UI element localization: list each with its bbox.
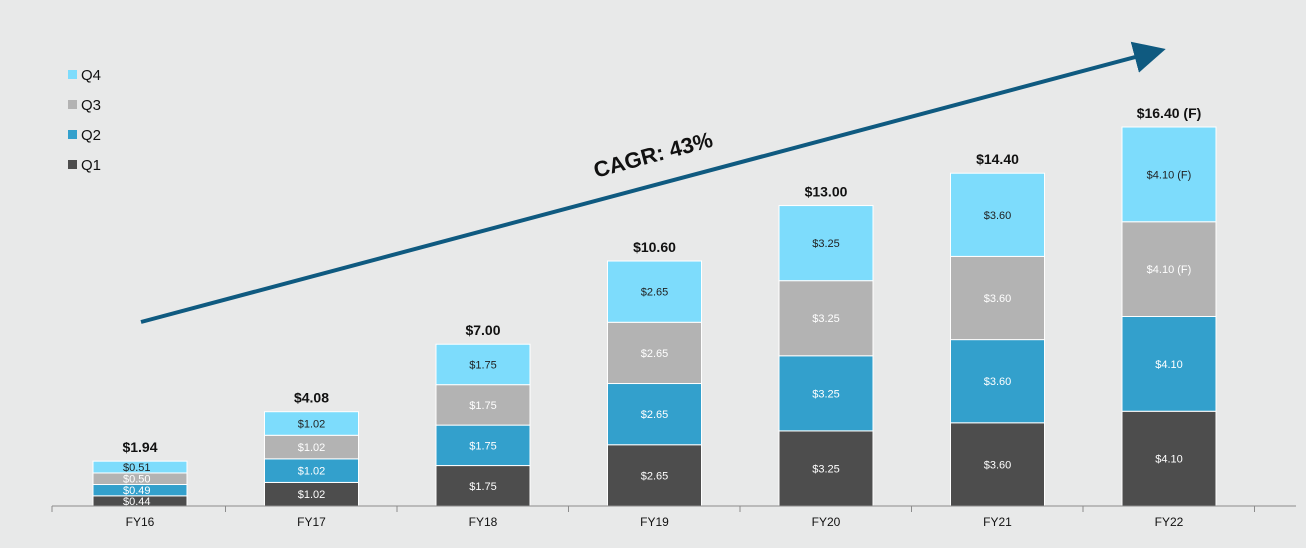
data-label-fy21-q2: $3.60 [984,376,1012,388]
legend: Q4 Q3 Q2 Q1 [68,67,101,174]
legend-swatch-q3 [68,100,77,109]
bar-fy22-q3 [1121,221,1217,317]
data-label-fy17-q4: $1.02 [298,418,326,430]
data-label-fy17-q2: $1.02 [298,466,326,478]
tick-label-fy16: FY16 [126,515,155,529]
legend-item-q3: Q3 [68,97,101,114]
bar-fy21-q4 [950,172,1045,257]
total-label-fy19: $10.60 [633,239,676,255]
bar-fy20-q2 [778,355,874,432]
data-label-fy21-q3: $3.60 [984,293,1012,305]
data-label-fy22-q4: $4.10 (F) [1147,169,1192,181]
data-label-fy18-q3: $1.75 [469,400,497,412]
total-label-fy21: $14.40 [976,151,1019,167]
bar-fy19-q1 [607,444,702,507]
total-label-fy22: $16.40 (F) [1137,105,1202,121]
data-label-fy22-q3: $4.10 (F) [1147,264,1192,276]
data-label-fy21-q1: $3.60 [984,459,1012,471]
bar-fy22-q4 [1121,126,1217,223]
legend-item-q2: Q2 [68,127,101,144]
legend-label-q4: Q4 [81,67,101,84]
data-label-fy19-q1: $2.65 [641,470,669,482]
data-label-fy17-q3: $1.02 [298,442,326,454]
bar-stack-fy22: $4.10 $4.10 $4.10 (F) $4.10 (F) $16.40 (F) [1121,105,1217,507]
tick-label-fy17: FY17 [297,515,326,529]
legend-item-q1: Q1 [68,157,101,174]
total-label-fy16: $1.94 [122,439,157,455]
tick-label-fy21: FY21 [983,515,1012,529]
data-label-fy18-q2: $1.75 [469,440,497,452]
bar-stack-fy21: $3.60 $3.60 $3.60 $3.60 $14.40 [950,151,1045,507]
cagr-arrow [140,41,1166,324]
bar-fy19-q2 [607,383,702,446]
bar-fy16-q4 [92,460,188,474]
data-label-fy22-q2: $4.10 [1155,359,1183,371]
data-label-fy19-q3: $2.65 [641,348,669,360]
tick-label-fy20: FY20 [812,515,841,529]
bars: $0.44$0.49$0.50$0.51$1.94$1.02$1.02$1.02… [92,105,1217,508]
legend-label-q1: Q1 [81,157,101,174]
legend-label-q2: Q2 [81,127,101,144]
bar-stack-fy19: $2.65 $2.65 $2.65 $2.65 $10.60 [607,239,702,507]
data-label-fy18-q4: $1.75 [469,359,497,371]
bar-fy17-q4 [264,411,359,436]
bar-stack-fy18: $1.75 $1.75 $1.75 $1.75 $7.00 [435,322,531,507]
bar-fy21-q3 [950,255,1045,341]
bar-fy20-q1 [778,430,874,507]
total-label-fy18: $7.00 [465,322,500,338]
data-label-fy20-q4: $3.25 [812,238,840,250]
bar-fy21-q1 [950,422,1045,507]
tick-label-fy22: FY22 [1155,515,1184,529]
data-label-fy16-q2: $0.49 [123,485,151,497]
tick-label-fy18: FY18 [469,515,498,529]
bar-stack-fy20: $3.25 $3.25 $3.25 $3.25 $13.00 [778,184,874,507]
data-label-fy19-q4: $2.65 [641,287,669,299]
data-label-fy19-q2: $2.65 [641,409,669,421]
legend-item-q4: Q4 [68,67,101,84]
data-label-fy20-q2: $3.25 [812,388,840,400]
bar-fy20-q3 [778,280,874,357]
data-label-fy16-q1: $0.44 [123,496,151,508]
bar-fy21-q2 [950,339,1045,424]
data-label-fy16-q3: $0.50 [123,474,151,486]
data-label-fy18-q1: $1.75 [469,481,497,493]
bar-fy18-q1 [435,465,531,507]
legend-swatch-q4 [68,70,77,79]
legend-label-q3: Q3 [81,97,101,114]
total-label-fy20: $13.00 [805,184,848,200]
data-label-fy20-q1: $3.25 [812,463,840,475]
data-label-fy17-q1: $1.02 [298,489,326,501]
data-label-fy16-q4: $0.51 [123,462,151,474]
bar-stack-fy16: $0.44$0.49$0.50$0.51 $1.94 [92,439,188,508]
total-label-fy17: $4.08 [294,390,329,406]
data-label-fy21-q4: $3.60 [984,210,1012,222]
legend-swatch-q2 [68,130,77,139]
legend-swatch-q1 [68,160,77,169]
bar-fy18-q3 [435,384,531,426]
data-label-fy22-q1: $4.10 [1155,454,1183,466]
bar-fy19-q4 [607,260,702,323]
tick-label-fy19: FY19 [640,515,669,529]
bar-fy20-q4 [778,205,874,282]
bar-fy18-q4 [435,343,531,386]
x-axis: FY16 FY17 FY18 FY19 FY20 FY21 FY22 [51,505,1296,529]
bar-stack-fy17: $1.02 $1.02 $1.02 $1.02 $4.08 [264,390,359,507]
data-label-fy20-q3: $3.25 [812,313,840,325]
